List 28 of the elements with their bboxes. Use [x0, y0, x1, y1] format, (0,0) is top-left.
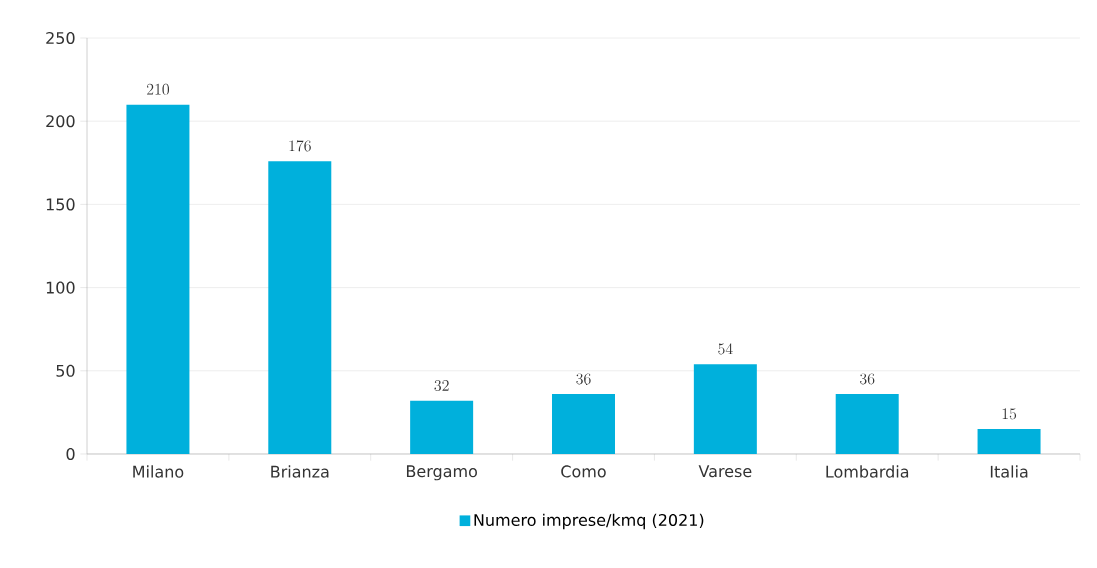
bar [693, 364, 757, 454]
legend-label: Numero imprese/kmq (2021) [474, 513, 704, 530]
bar [126, 104, 190, 454]
data-label: 32 [434, 380, 449, 392]
data-label: 210 [146, 83, 170, 95]
data-label: 36 [576, 373, 591, 385]
bar [552, 394, 615, 454]
x-tick-label: Como [561, 465, 606, 478]
x-tick-label: Italia [990, 465, 1028, 478]
data-label: 15 [1002, 408, 1017, 420]
data-label: 54 [718, 343, 733, 355]
y-tick-label: 100 [46, 281, 75, 294]
x-tick-label: Bergamo [406, 465, 477, 481]
y-tick-label: 50 [56, 364, 75, 377]
x-tick-label: Milano [133, 465, 184, 478]
y-tick-label: 150 [46, 198, 75, 211]
bar [977, 429, 1041, 454]
bar [835, 394, 899, 454]
x-tick-label: Brianza [271, 465, 329, 478]
x-tick-label: Varese [698, 465, 752, 478]
bar [268, 161, 332, 454]
bar [410, 400, 474, 454]
y-tick-label: 200 [46, 115, 75, 128]
data-label: 36 [860, 373, 875, 385]
x-tick-label: Lombardia [826, 465, 909, 478]
y-tick-label: 0 [66, 447, 75, 461]
y-tick-label: 250 [46, 31, 75, 45]
data-label: 176 [289, 140, 311, 152]
